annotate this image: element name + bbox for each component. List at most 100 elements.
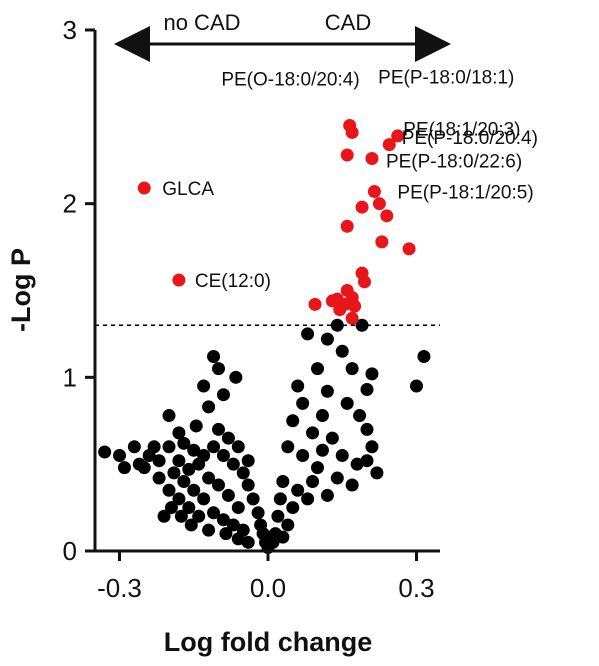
nonsignificant-point: [281, 440, 295, 454]
significant-point: [367, 185, 381, 199]
x-tick-label: 0.0: [250, 573, 286, 603]
nonsignificant-point: [281, 518, 295, 532]
nonsignificant-point: [229, 370, 243, 384]
nonsignificant-point: [192, 457, 206, 471]
nonsignificant-point: [231, 532, 245, 546]
nonsignificant-point: [113, 448, 126, 462]
nonsignificant-point: [301, 492, 315, 506]
nonsignificant-point: [365, 440, 379, 454]
point-label: PE(O-18:0/20:4): [221, 70, 359, 91]
nonsignificant-point: [241, 478, 255, 492]
nonsignificant-point: [350, 457, 364, 471]
nonsignificant-point: [216, 448, 230, 462]
nonsignificant-point: [172, 492, 186, 506]
nonsignificant-point: [219, 527, 233, 541]
nonsignificant-point: [192, 509, 206, 523]
nonsignificant-point: [286, 501, 300, 515]
nonsignificant-point: [182, 501, 196, 515]
nonsignificant-point: [320, 384, 334, 398]
nonsignificant-point: [221, 431, 235, 445]
nonsignificant-point: [241, 454, 255, 468]
nonsignificant-point: [345, 478, 359, 492]
significant-point: [375, 235, 389, 249]
nonsignificant-point: [306, 475, 320, 489]
nonsignificant-point: [246, 492, 260, 506]
point-label: PE(P-18:1/20:5): [397, 183, 533, 204]
nonsignificant-point: [417, 349, 431, 363]
nonsignificant-point: [291, 483, 305, 497]
significant-point: [308, 297, 322, 311]
nonsignificant-point: [207, 506, 221, 520]
nonsignificant-point: [127, 440, 141, 454]
y-tick-label: 1: [63, 362, 77, 392]
significant-point: [372, 197, 386, 211]
nonsignificant-point: [164, 501, 178, 515]
nonsignificant-point: [335, 448, 349, 462]
nonsignificant-point: [152, 454, 166, 468]
y-tick-label: 0: [63, 536, 77, 566]
nonsignificant-point: [197, 492, 211, 506]
nonsignificant-point: [335, 344, 349, 358]
significant-point: [355, 200, 369, 214]
plot-area: [98, 119, 431, 555]
nonsignificant-point: [320, 332, 334, 346]
significant-point: [137, 181, 151, 195]
nonsignificant-point: [345, 362, 359, 376]
significant-point: [380, 209, 394, 223]
nonsignificant-point: [276, 530, 290, 544]
nonsignificant-point: [360, 382, 374, 396]
nonsignificant-point: [207, 440, 221, 454]
nonsignificant-point: [212, 478, 225, 492]
nonsignificant-point: [271, 509, 285, 523]
nonsignificant-point: [98, 445, 112, 459]
nonsignificant-point: [330, 471, 344, 485]
significant-point: [333, 303, 347, 317]
nonsignificant-point: [311, 362, 324, 376]
nonsignificant-point: [187, 483, 201, 497]
x-axis-ticks: -0.3 0.0 0.3: [97, 551, 435, 603]
nonsignificant-point: [276, 475, 290, 489]
nonsignificant-point: [320, 488, 334, 502]
x-tick-label: 0.3: [398, 573, 434, 603]
significant-point: [172, 273, 186, 287]
nonsignificant-point: [147, 440, 161, 454]
nonsignificant-point: [212, 422, 225, 436]
nonsignificant-point: [216, 388, 230, 402]
point-label: GLCA: [162, 179, 214, 200]
nonsignificant-point: [152, 471, 166, 485]
significant-point: [365, 152, 379, 166]
nonsignificant-point: [306, 426, 320, 440]
nonsignificant-point: [162, 483, 176, 497]
nonsignificant-point: [410, 379, 423, 393]
nonsignificant-point: [340, 396, 354, 410]
nonsignificant-point: [231, 440, 245, 454]
nonsignificant-point: [207, 349, 221, 363]
nonsignificant-point: [174, 509, 188, 523]
nonsignificant-point: [296, 396, 310, 410]
significant-point: [348, 299, 362, 313]
nonsignificant-point: [216, 513, 230, 527]
significant-point: [325, 294, 339, 308]
nonsignificant-point: [291, 379, 305, 393]
nonsignificant-point: [162, 440, 176, 454]
nonsignificant-point: [172, 426, 186, 440]
nonsignificant-point: [212, 362, 225, 376]
nonsignificant-point: [184, 518, 198, 532]
nonsignificant-point: [202, 400, 216, 414]
point-label: CE(12:0): [195, 271, 271, 292]
nonsignificant-point: [202, 523, 216, 537]
nonsignificant-point: [273, 492, 287, 506]
nonsignificant-point: [189, 419, 203, 433]
y-axis-ticks: 0 1 2 3: [63, 15, 95, 566]
x-tick-label: -0.3: [97, 573, 142, 603]
nonsignificant-point: [315, 443, 329, 457]
point-label: PE(18:1/20:3): [403, 120, 520, 141]
nonsignificant-point: [231, 501, 245, 515]
significant-point: [345, 125, 359, 139]
significant-point: [402, 242, 416, 256]
significant-point: [358, 275, 372, 289]
significant-point: [340, 148, 354, 162]
nonsignificant-point: [197, 379, 211, 393]
nonsignificant-point: [172, 454, 186, 468]
nonsignificant-point: [325, 431, 339, 445]
